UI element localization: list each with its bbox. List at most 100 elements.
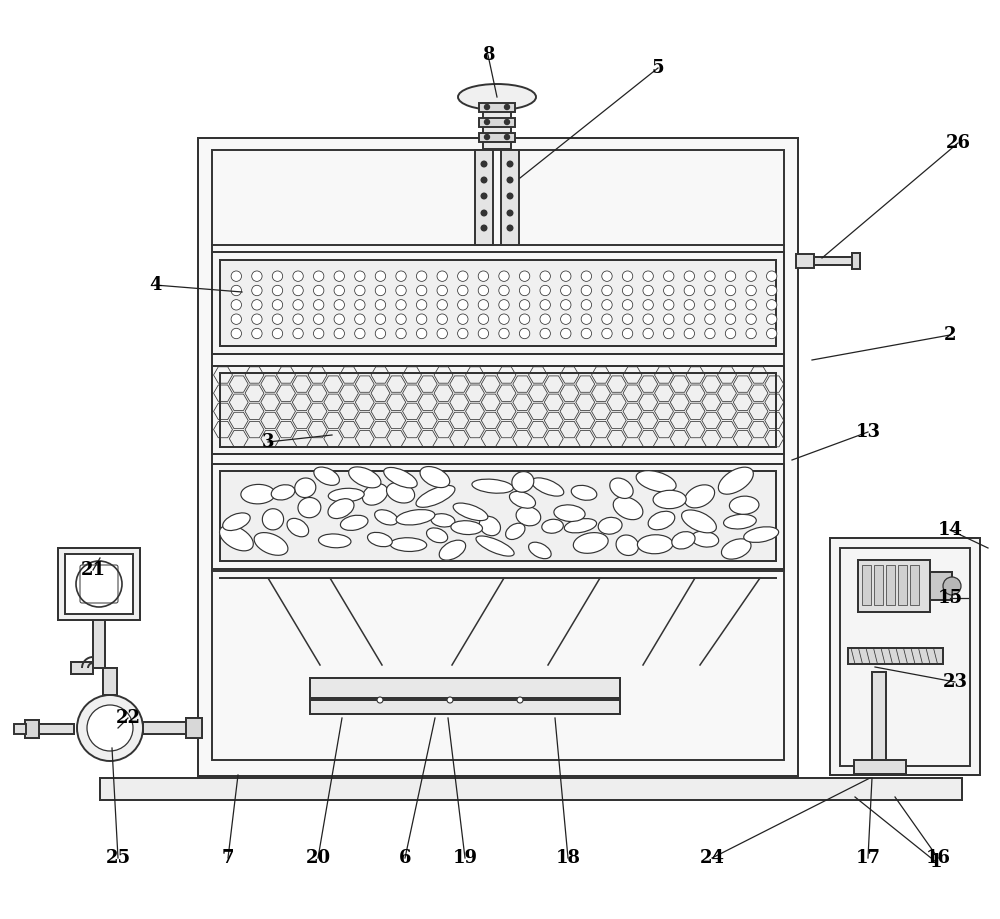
Ellipse shape [571,485,597,500]
Ellipse shape [573,533,608,553]
Bar [212,464,784,569]
Circle shape [272,271,283,281]
Text: 13: 13 [856,423,881,441]
Circle shape [540,271,550,281]
Circle shape [484,134,490,140]
Bar [65,554,133,614]
Circle shape [705,300,715,310]
Bar [796,254,814,268]
Circle shape [437,271,447,281]
Bar [479,103,515,112]
Circle shape [507,210,513,216]
Bar [143,722,201,734]
Bar [814,257,852,265]
Text: 14: 14 [938,521,962,539]
Circle shape [252,271,262,281]
Bar [220,373,776,447]
Text: 1: 1 [930,853,942,871]
Bar [886,565,895,605]
Text: 16: 16 [926,849,950,867]
Circle shape [664,271,674,281]
Bar [198,138,798,776]
Circle shape [396,285,406,296]
Ellipse shape [542,519,563,533]
Circle shape [313,285,324,296]
Circle shape [293,285,303,296]
Ellipse shape [721,539,751,559]
Circle shape [705,314,715,324]
Bar [93,620,105,668]
Circle shape [458,271,468,281]
Bar [212,366,784,454]
Circle shape [355,314,365,324]
Ellipse shape [451,521,482,535]
Circle shape [519,300,530,310]
Circle shape [746,328,756,339]
Ellipse shape [512,471,534,493]
Circle shape [447,697,453,703]
Ellipse shape [262,509,284,530]
Ellipse shape [390,538,427,551]
Circle shape [622,285,633,296]
Bar [25,720,39,738]
Ellipse shape [439,540,466,561]
Bar [852,253,860,269]
Ellipse shape [685,485,715,508]
Ellipse shape [287,518,309,537]
Circle shape [396,271,406,281]
Circle shape [231,285,241,296]
Circle shape [499,328,509,339]
Bar [848,648,943,664]
Circle shape [231,271,241,281]
Bar [858,560,930,612]
Circle shape [684,314,695,324]
Ellipse shape [506,523,525,539]
Ellipse shape [610,478,633,498]
Circle shape [664,328,674,339]
Circle shape [561,285,571,296]
Circle shape [540,314,550,324]
Circle shape [313,271,324,281]
Ellipse shape [554,505,585,521]
Circle shape [313,314,324,324]
Circle shape [272,328,283,339]
Ellipse shape [328,499,354,518]
Circle shape [664,314,674,324]
Ellipse shape [386,482,415,503]
Circle shape [602,300,612,310]
Bar [38,724,74,734]
Circle shape [561,300,571,310]
Ellipse shape [516,506,541,526]
Bar [14,724,26,734]
Text: 6: 6 [399,849,411,867]
Circle shape [484,105,490,109]
Ellipse shape [672,531,695,549]
Bar [103,668,117,695]
Text: 23: 23 [942,673,968,691]
Circle shape [87,705,133,751]
Circle shape [481,225,487,231]
Circle shape [517,697,523,703]
Circle shape [293,300,303,310]
Bar [479,118,515,127]
Ellipse shape [509,492,536,508]
Circle shape [725,271,736,281]
Ellipse shape [718,467,753,494]
Ellipse shape [314,467,339,485]
Circle shape [396,314,406,324]
Ellipse shape [384,468,417,488]
Circle shape [746,314,756,324]
Text: 5: 5 [652,59,664,77]
Ellipse shape [375,510,398,525]
Circle shape [231,314,241,324]
Circle shape [396,328,406,339]
Circle shape [505,105,510,109]
Circle shape [581,285,592,296]
Circle shape [507,177,513,183]
Bar [220,471,776,561]
Text: 2: 2 [944,326,956,344]
Circle shape [437,285,447,296]
Circle shape [355,300,365,310]
Bar [854,760,906,774]
Circle shape [355,271,365,281]
